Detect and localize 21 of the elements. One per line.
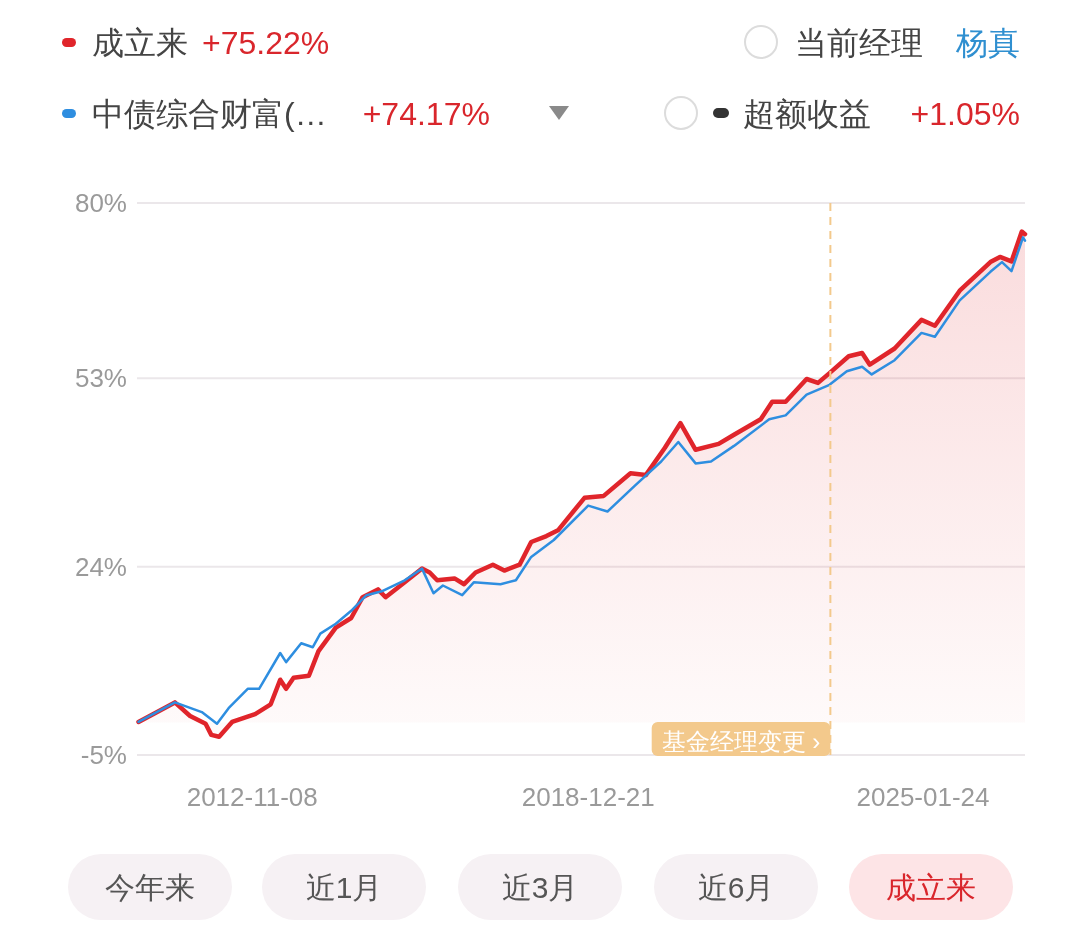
text: +74.17% [362,96,490,132]
ref-line-label: 基金经理变更 › [661,728,821,755]
text: 近1月 [305,871,383,904]
y-tick-label: 80% [74,188,127,218]
text: 当前经理 [795,25,923,61]
legend-label: 中债综合财富(… [92,96,327,132]
text: 超额收益 [743,96,871,132]
text: 今年来 [105,871,195,904]
x-tick-label: 2018-12-21 [521,782,655,812]
text: 成立来 [886,871,976,904]
text: 杨真 [955,25,1020,61]
text: +75.22% [202,25,330,61]
text: 近6月 [697,871,775,904]
text: 近3月 [501,871,579,904]
text: +1.05% [910,96,1020,132]
y-tick-label: 53% [74,363,127,394]
y-tick-label: 24% [74,551,127,582]
x-tick-label: 2025-01-24 [856,782,990,812]
x-tick-label: 2012-11-08 [186,782,318,812]
y-tick-label: -5% [80,740,127,770]
legend-label: 成立来 [92,25,188,61]
